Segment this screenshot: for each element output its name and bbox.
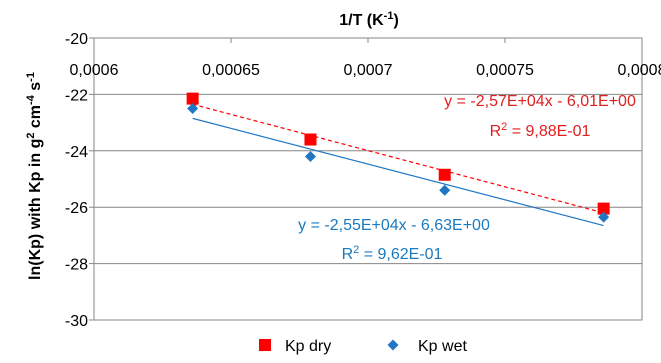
- y-tick-label: -20: [65, 31, 88, 48]
- r2-superscript: 2: [353, 244, 359, 256]
- y-axis-title-superscript: -4: [25, 94, 37, 105]
- data-point-kp-dry: [438, 168, 451, 181]
- y-axis-title-text: ln(Kp) with Kp in g: [27, 139, 44, 280]
- trendline-kp-wet: [192, 117, 604, 227]
- trendline-r2-dry: R2 = 9,88E-01: [490, 121, 591, 140]
- x-tick-label: 0,0007: [344, 62, 393, 79]
- data-point-kp-dry: [304, 133, 317, 146]
- data-point-kp-dry: [597, 202, 610, 215]
- y-axis-title-text: cm: [27, 105, 44, 133]
- x-axis-title-end: ): [393, 12, 398, 29]
- y-tick-label: -30: [65, 313, 88, 330]
- y-tick-label: -28: [65, 257, 88, 274]
- x-tick-label: 0,0006: [70, 62, 119, 79]
- data-point-kp-dry: [186, 92, 199, 105]
- r2-prefix: R: [490, 123, 502, 140]
- x-tick-label: 0,00075: [476, 62, 534, 79]
- y-axis-title-text: s: [27, 82, 44, 95]
- legend-marker-kp-wet: [387, 339, 399, 351]
- plot-area-border: [93, 37, 643, 321]
- y-tick-label: -22: [65, 87, 88, 104]
- r2-superscript: 2: [501, 121, 507, 133]
- y-tick-label: -24: [65, 144, 88, 161]
- data-point-kp-wet: [439, 184, 451, 196]
- trendline-r2-wet: R2 = 9,62E-01: [342, 244, 443, 263]
- legend-label-kp-dry: Kp dry: [285, 338, 331, 355]
- x-axis-title-superscript: -1: [384, 10, 394, 22]
- data-point-kp-wet: [598, 211, 610, 223]
- x-tick-label: 0,0008: [618, 62, 661, 79]
- x-axis-title-text: 1/T (K: [339, 12, 384, 29]
- trendline-equation-wet: y = -2,55E+04x - 6,63E+00: [298, 217, 490, 234]
- trendline-equation-dry: y = -2,57E+04x - 6,01E+00: [444, 93, 636, 110]
- r2-prefix: R: [342, 246, 354, 263]
- data-point-kp-wet: [304, 150, 316, 162]
- y-axis-title-superscript: -1: [25, 72, 37, 82]
- trendline-kp-dry: [192, 103, 604, 214]
- r2-value: = 9,62E-01: [359, 246, 442, 263]
- y-tick-label: -26: [65, 200, 88, 217]
- r2-value: = 9,88E-01: [507, 123, 590, 140]
- x-axis-title: 1/T (K-1): [339, 10, 399, 29]
- data-point-kp-wet: [187, 103, 199, 114]
- y-axis-title-superscript: 2: [25, 133, 37, 139]
- y-axis-title: ln(Kp) with Kp in g2 cm-4 s-1: [25, 72, 44, 280]
- legend-marker-kp-dry: [259, 339, 271, 351]
- x-tick-label: 0,00065: [202, 62, 260, 79]
- legend-label-kp-wet: Kp wet: [418, 338, 467, 355]
